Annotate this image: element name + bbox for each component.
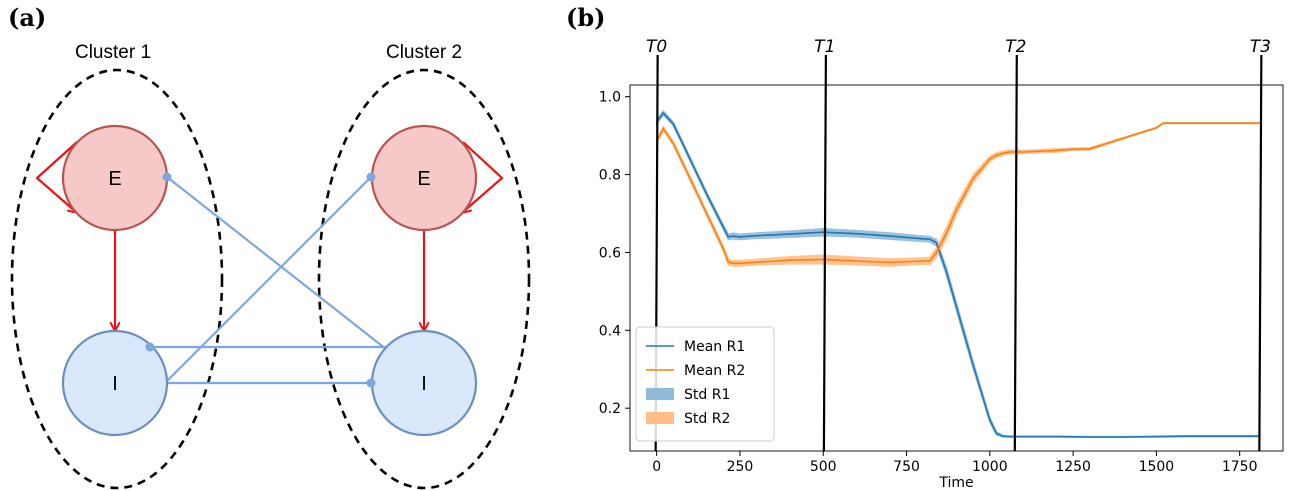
y-tick-label: 1.0: [599, 90, 621, 106]
node-i2-label: I: [421, 373, 427, 395]
legend-label: Mean R1: [684, 339, 745, 355]
cluster-2-title: Cluster 2: [386, 42, 462, 63]
synapse-dots: [145, 172, 376, 388]
mean-line-r1: [656, 111, 1261, 438]
mean-line-r2: [655, 122, 1261, 265]
cluster-1-boundary: [10, 68, 224, 490]
time-marker-line: [1013, 54, 1018, 452]
plot-frame: [629, 84, 1284, 452]
time-marker-line: [1258, 54, 1263, 452]
time-marker-label: T1: [814, 37, 835, 57]
node-i1-label: I: [112, 373, 118, 395]
x-axis-label: Time: [938, 475, 973, 491]
time-marker-label: T3: [1250, 37, 1271, 57]
legend-swatch: [646, 388, 674, 400]
legend-label: Std R2: [684, 411, 730, 427]
synapse-dot: [366, 172, 376, 182]
time-marker-line: [822, 54, 828, 452]
panel-a-label: (a): [8, 3, 46, 32]
x-tick-label: 750: [893, 459, 920, 475]
chart: 0 250 500 750 1000 1250 1500 1750 0.2 0.4 0.6 0.8 1.…: [599, 37, 1284, 491]
std-band-r2: [655, 122, 1262, 267]
synapse-dot: [366, 378, 376, 388]
excitatory-connections: [35, 141, 504, 330]
edge-e1-to-i2: [166, 176, 387, 350]
self-loop-e2: [463, 141, 504, 212]
synapse-dot: [162, 172, 172, 182]
cluster-1-title: Cluster 1: [75, 42, 151, 63]
x-tick-label: 1000: [972, 459, 1008, 475]
node-e2-label: E: [417, 168, 430, 190]
synapse-dot: [145, 342, 155, 352]
x-tick-label: 1750: [1222, 459, 1258, 475]
x-tick-label: 250: [727, 459, 754, 475]
legend-label: Std R1: [684, 387, 730, 403]
y-tick-label: 0.4: [599, 323, 621, 339]
node-e2: E: [370, 124, 478, 232]
inhibitory-node-circle: [61, 329, 169, 437]
node-e1-label: E: [108, 168, 121, 190]
inhibitory-connections: [150, 176, 387, 385]
x-tick-label: 1500: [1139, 459, 1175, 475]
node-i1: I: [61, 329, 169, 437]
cluster-2-boundary: [317, 68, 531, 490]
edge-i1-to-e2: [164, 176, 372, 384]
node-e1: E: [61, 124, 169, 232]
x-tick-label: 500: [810, 459, 837, 475]
time-marker-label: T2: [1005, 37, 1026, 57]
panel-a: (a) Cluster 1 Cluster 2 E E: [8, 3, 531, 490]
time-marker-label: T0: [646, 37, 667, 57]
x-tick-label: 0: [652, 459, 661, 475]
panel-b-label: (b): [566, 3, 606, 32]
y-tick-label: 0.6: [599, 245, 621, 261]
node-i2: I: [370, 329, 478, 437]
legend-swatch: [646, 412, 674, 424]
legend-label: Mean R2: [684, 363, 745, 379]
y-tick-label: 0.2: [599, 401, 621, 417]
y-tick-label: 0.8: [599, 168, 621, 184]
x-tick-label: 1250: [1055, 459, 1091, 475]
self-loop-e1: [35, 141, 77, 212]
panel-b: (b) 0 250 500 750 1000 1250 1500 17500.20.40.60…: [566, 3, 1284, 491]
